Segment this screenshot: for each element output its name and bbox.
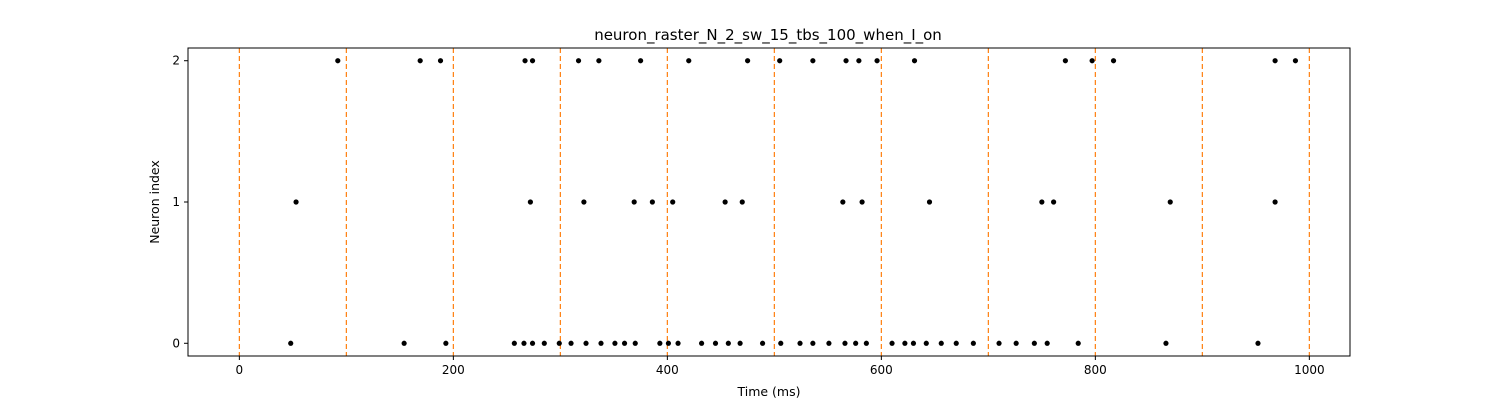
spike-point: [1255, 340, 1261, 346]
spike-point: [1013, 340, 1019, 346]
spike-point: [863, 340, 869, 346]
spike-point: [725, 340, 731, 346]
spike-point: [1292, 58, 1299, 64]
spike-point: [612, 340, 618, 346]
spike-point: [1044, 340, 1050, 346]
spike-point: [521, 340, 527, 346]
spike-point: [739, 199, 745, 205]
x-axis-label: Time (ms): [736, 384, 800, 399]
spike-point: [417, 58, 423, 64]
spike-point: [853, 340, 859, 346]
spike-point: [670, 199, 676, 205]
spike-point: [443, 340, 449, 346]
spike-point: [649, 199, 655, 205]
spike-point: [1163, 340, 1169, 346]
y-tick-label: 2: [172, 54, 180, 68]
spike-point: [1031, 340, 1037, 346]
spike-point: [596, 58, 602, 64]
spike-point: [1110, 58, 1117, 64]
spike-point: [923, 340, 929, 346]
spike-point: [541, 340, 547, 346]
x-tick-label: 0: [236, 363, 244, 377]
spike-point: [698, 340, 705, 346]
spike-point: [437, 58, 444, 64]
y-tick-label: 1: [172, 195, 180, 209]
spike-point: [527, 199, 533, 205]
spike-point: [856, 58, 862, 64]
spike-point: [1167, 199, 1173, 205]
spike-point: [632, 340, 638, 346]
spike-point: [737, 340, 743, 346]
spike-point: [568, 340, 574, 346]
spike-point: [529, 58, 536, 64]
spike-point: [575, 58, 582, 64]
spike-point: [675, 340, 681, 346]
spike-point: [970, 340, 976, 346]
y-axis-label: Neuron index: [147, 160, 162, 244]
spike-point: [797, 340, 803, 346]
spike-point: [712, 340, 719, 346]
spike-point: [1062, 58, 1068, 64]
spike-point: [777, 58, 783, 64]
spike-point: [621, 340, 628, 346]
vertical-marker-lines: [238, 48, 1310, 356]
spike-point: [826, 340, 832, 346]
spike-point: [511, 340, 517, 346]
plot-frame: [187, 47, 1351, 357]
spike-point: [1089, 58, 1095, 64]
spike-point: [665, 340, 672, 346]
spike-point: [288, 340, 294, 346]
spike-point: [598, 340, 604, 346]
spike-point: [335, 58, 341, 64]
spike-point: [938, 340, 944, 346]
spike-point: [638, 58, 644, 64]
spike-point: [1272, 58, 1278, 64]
spike-point: [556, 340, 562, 346]
spike-point: [911, 58, 918, 64]
spike-point: [859, 199, 865, 205]
spike-point: [842, 340, 848, 346]
spike-point: [631, 199, 637, 205]
spike-point: [926, 199, 933, 205]
spike-point: [722, 199, 728, 205]
spike-point: [657, 340, 663, 346]
spike-point: [810, 58, 816, 64]
spike-point: [759, 340, 766, 346]
spike-point: [953, 340, 959, 346]
spike-point: [583, 340, 589, 346]
spike-point: [581, 199, 587, 205]
spike-point: [889, 340, 895, 346]
spike-point: [874, 58, 880, 64]
spike-point: [778, 340, 784, 346]
spike-point: [1039, 199, 1045, 205]
spike-point: [840, 199, 846, 205]
spike-point: [1272, 199, 1278, 205]
x-tick-label: 800: [1084, 363, 1107, 377]
spike-point: [293, 199, 299, 205]
spike-point: [686, 58, 692, 64]
x-tick-label: 200: [442, 363, 465, 377]
chart-title: neuron_raster_N_2_sw_15_tbs_100_when_I_o…: [594, 26, 942, 45]
spike-point: [810, 340, 816, 346]
x-tick-label: 1000: [1294, 363, 1325, 377]
spike-point: [1075, 340, 1081, 346]
spike-point: [529, 340, 536, 346]
spike-point: [522, 58, 528, 64]
spike-point: [401, 340, 407, 346]
spike-markers: [288, 58, 1299, 346]
spike-point: [745, 58, 751, 64]
spike-point: [910, 340, 917, 346]
x-axis-ticks: 0 200 400 600 800 1000: [236, 356, 1325, 377]
spike-point: [843, 58, 849, 64]
spike-point: [996, 340, 1002, 346]
spike-point: [1051, 199, 1057, 205]
y-axis-ticks: 0 1 2: [172, 54, 188, 350]
y-tick-label: 0: [172, 336, 180, 350]
spike-point: [902, 340, 908, 346]
x-tick-label: 400: [656, 363, 679, 377]
x-tick-label: 600: [870, 363, 893, 377]
